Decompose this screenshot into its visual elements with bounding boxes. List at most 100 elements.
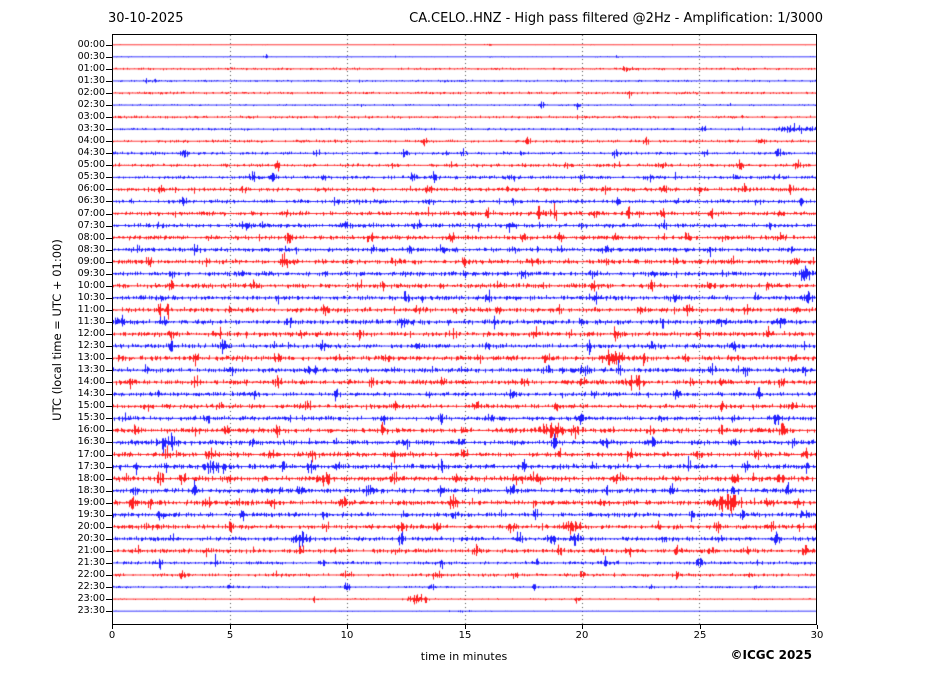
x-axis-label: time in minutes [420,650,508,663]
x-tick-mark [112,625,113,629]
y-tick-label: 06:00 [77,183,105,194]
y-tick-label: 09:00 [77,256,105,267]
y-tick-label: 08:30 [77,244,105,255]
y-tick-label: 03:30 [77,123,105,134]
x-tick-label: 5 [226,630,234,641]
y-tick-label: 22:30 [77,581,105,592]
y-tick-mark [106,57,112,58]
y-tick-label: 15:30 [77,412,105,423]
y-tick-label: 21:00 [77,545,105,556]
y-tick-label: 01:30 [77,75,105,86]
y-tick-mark [106,382,112,383]
y-tick-mark [106,575,112,576]
y-tick-label: 13:30 [77,364,105,375]
y-tick-mark [106,165,112,166]
y-tick-mark [106,93,112,94]
y-tick-mark [106,491,112,492]
y-tick-mark [106,238,112,239]
y-tick-label: 05:00 [77,159,105,170]
y-tick-mark [106,141,112,142]
y-tick-mark [106,250,112,251]
x-tick-mark [465,625,466,629]
y-tick-label: 17:30 [77,461,105,472]
y-tick-mark [106,153,112,154]
y-tick-mark [106,430,112,431]
y-tick-label: 02:30 [77,99,105,110]
y-tick-mark [106,551,112,552]
y-tick-mark [106,503,112,504]
x-tick-label: 25 [693,630,707,641]
y-tick-mark [106,105,112,106]
y-tick-mark [106,358,112,359]
y-tick-label: 14:30 [77,388,105,399]
date-label: 30-10-2025 [108,11,184,26]
x-tick-mark [817,625,818,629]
y-tick-mark [106,418,112,419]
y-tick-mark [106,515,112,516]
y-tick-label: 17:00 [77,449,105,460]
y-tick-mark [106,262,112,263]
y-tick-label: 10:30 [77,292,105,303]
y-tick-mark [106,442,112,443]
y-tick-label: 09:30 [77,268,105,279]
y-tick-label: 07:00 [77,208,105,219]
y-tick-label: 19:00 [77,497,105,508]
y-tick-label: 02:00 [77,87,105,98]
y-tick-mark [106,310,112,311]
y-tick-mark [106,177,112,178]
y-tick-label: 18:00 [77,473,105,484]
y-tick-label: 12:00 [77,328,105,339]
copyright-label: ©ICGC 2025 [730,648,812,662]
x-tick-label: 30 [810,630,824,641]
y-tick-label: 07:30 [77,220,105,231]
y-tick-mark [106,334,112,335]
y-tick-mark [106,467,112,468]
y-tick-label: 00:00 [77,39,105,50]
y-tick-label: 11:30 [77,316,105,327]
y-tick-mark [106,563,112,564]
seismogram-canvas [113,35,816,624]
y-tick-label: 23:00 [77,593,105,604]
y-tick-label: 20:00 [77,521,105,532]
x-tick-label: 10 [340,630,354,641]
y-tick-mark [106,406,112,407]
y-tick-mark [106,81,112,82]
y-tick-label: 22:00 [77,569,105,580]
x-tick-mark [700,625,701,629]
y-tick-mark [106,189,112,190]
y-tick-label: 23:30 [77,605,105,616]
y-tick-label: 19:30 [77,509,105,520]
y-tick-mark [106,322,112,323]
y-tick-label: 01:00 [77,63,105,74]
y-tick-label: 21:30 [77,557,105,568]
y-tick-label: 08:00 [77,232,105,243]
y-tick-label: 05:30 [77,171,105,182]
y-tick-label: 16:00 [77,424,105,435]
y-tick-mark [106,394,112,395]
y-tick-label: 18:30 [77,485,105,496]
y-tick-label: 04:30 [77,147,105,158]
x-tick-label: 0 [108,630,116,641]
y-tick-label: 11:00 [77,304,105,315]
y-tick-label: 14:00 [77,376,105,387]
y-tick-label: 20:30 [77,533,105,544]
y-tick-mark [106,69,112,70]
y-tick-label: 06:30 [77,195,105,206]
y-tick-mark [106,117,112,118]
x-tick-label: 15 [458,630,472,641]
y-tick-label: 04:00 [77,135,105,146]
y-tick-label: 03:00 [77,111,105,122]
y-tick-mark [106,226,112,227]
y-tick-mark [106,539,112,540]
y-tick-mark [106,527,112,528]
y-tick-mark [106,611,112,612]
y-tick-mark [106,455,112,456]
y-tick-mark [106,201,112,202]
x-tick-mark [582,625,583,629]
y-tick-label: 00:30 [77,51,105,62]
plot-area [112,34,817,625]
y-tick-mark [106,298,112,299]
y-tick-label: 15:00 [77,400,105,411]
y-tick-label: 10:00 [77,280,105,291]
